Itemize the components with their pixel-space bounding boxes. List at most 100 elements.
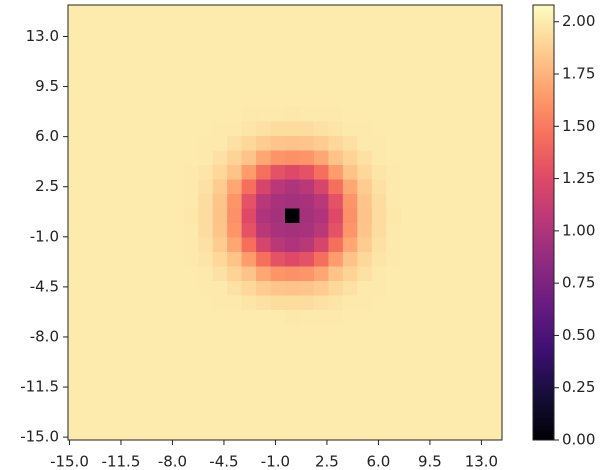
heatmap-cell xyxy=(285,396,300,412)
heatmap-cell xyxy=(256,150,272,165)
heatmap-cell xyxy=(299,266,315,281)
heatmap-cell xyxy=(183,338,199,354)
heatmap-cell xyxy=(82,382,98,397)
heatmap-cell xyxy=(82,150,98,165)
heatmap-cell xyxy=(68,179,83,194)
heatmap xyxy=(68,5,503,441)
heatmap-cell xyxy=(154,5,170,20)
heatmap-cell xyxy=(487,411,503,426)
heatmap-cell xyxy=(212,63,228,78)
heatmap-cell xyxy=(371,48,387,64)
heatmap-cell xyxy=(487,295,503,310)
heatmap-cell xyxy=(357,92,373,107)
heatmap-cell xyxy=(227,193,243,209)
heatmap-cell xyxy=(328,63,344,78)
heatmap-cell xyxy=(140,135,156,151)
heatmap-cell xyxy=(299,5,315,20)
heatmap-cell xyxy=(183,77,199,93)
heatmap-cell xyxy=(386,150,402,165)
heatmap-cell xyxy=(212,77,228,93)
heatmap-cell xyxy=(328,48,344,64)
heatmap-cell xyxy=(371,92,387,107)
heatmap-cell xyxy=(299,367,315,383)
heatmap-cell xyxy=(125,106,141,122)
heatmap-cell xyxy=(342,382,358,397)
heatmap-cell xyxy=(183,193,199,209)
heatmap-cell xyxy=(82,425,98,441)
y-tick-label: 9.5 xyxy=(35,77,59,95)
heatmap-cell xyxy=(386,396,402,412)
heatmap-cell xyxy=(154,106,170,122)
heatmap-cell xyxy=(256,164,272,180)
heatmap-cell xyxy=(458,135,474,151)
heatmap-cell xyxy=(444,77,460,93)
heatmap-cell xyxy=(458,222,474,238)
heatmap-cell xyxy=(183,92,199,107)
y-tick-label: 2.5 xyxy=(35,177,59,195)
heatmap-cell xyxy=(256,280,272,296)
heatmap-cell xyxy=(256,19,272,35)
heatmap-cell xyxy=(96,338,112,354)
heatmap-cell xyxy=(212,280,228,296)
heatmap-cell xyxy=(111,367,127,383)
heatmap-cell xyxy=(357,338,373,354)
heatmap-cell xyxy=(285,338,300,354)
heatmap-cell xyxy=(183,179,199,194)
heatmap-cell xyxy=(256,135,272,151)
heatmap-cell xyxy=(429,77,445,93)
heatmap-cell xyxy=(285,106,300,122)
heatmap-cell xyxy=(487,92,503,107)
heatmap-cell xyxy=(125,208,141,223)
heatmap-cell xyxy=(241,92,257,107)
heatmap-cell xyxy=(386,121,402,136)
heatmap-cell xyxy=(357,309,373,325)
heatmap-cell xyxy=(400,382,416,397)
heatmap-cell xyxy=(227,5,243,20)
heatmap-cell xyxy=(256,382,272,397)
heatmap-cell xyxy=(473,324,489,339)
heatmap-cell xyxy=(444,63,460,78)
heatmap-cell xyxy=(96,77,112,93)
heatmap-cell xyxy=(169,367,185,383)
heatmap-cell xyxy=(444,5,460,20)
heatmap-cell xyxy=(125,338,141,354)
heatmap-cell xyxy=(241,150,257,165)
heatmap-cell xyxy=(429,382,445,397)
heatmap-cell xyxy=(169,150,185,165)
heatmap-cell xyxy=(458,34,474,49)
heatmap-cell xyxy=(458,411,474,426)
heatmap-cell xyxy=(270,150,286,165)
heatmap-cell xyxy=(285,63,300,78)
heatmap-cell xyxy=(342,150,358,165)
heatmap-cell xyxy=(285,150,300,165)
heatmap-cell xyxy=(415,5,431,20)
heatmap-cell xyxy=(96,150,112,165)
heatmap-cell xyxy=(328,396,344,412)
heatmap-cell xyxy=(68,411,83,426)
heatmap-cell xyxy=(299,222,315,238)
heatmap-cell xyxy=(270,338,286,354)
heatmap-cell xyxy=(400,19,416,35)
heatmap-cell xyxy=(183,63,199,78)
heatmap-cell xyxy=(125,295,141,310)
heatmap-cell xyxy=(473,77,489,93)
heatmap-cell xyxy=(313,48,329,64)
heatmap-cell xyxy=(473,338,489,354)
heatmap-cell xyxy=(241,425,257,441)
heatmap-cell xyxy=(183,425,199,441)
heatmap-cell xyxy=(111,63,127,78)
heatmap-cell xyxy=(342,208,358,223)
heatmap-cell xyxy=(96,280,112,296)
heatmap-cell xyxy=(328,106,344,122)
heatmap-cell xyxy=(169,208,185,223)
heatmap-cell xyxy=(227,382,243,397)
heatmap-cell xyxy=(299,295,315,310)
heatmap-cell xyxy=(111,77,127,93)
heatmap-cell xyxy=(111,411,127,426)
heatmap-cell xyxy=(299,48,315,64)
heatmap-cell xyxy=(429,353,445,368)
heatmap-cell xyxy=(270,309,286,325)
heatmap-cell xyxy=(299,19,315,35)
heatmap-cell xyxy=(256,179,272,194)
heatmap-cell xyxy=(183,208,199,223)
